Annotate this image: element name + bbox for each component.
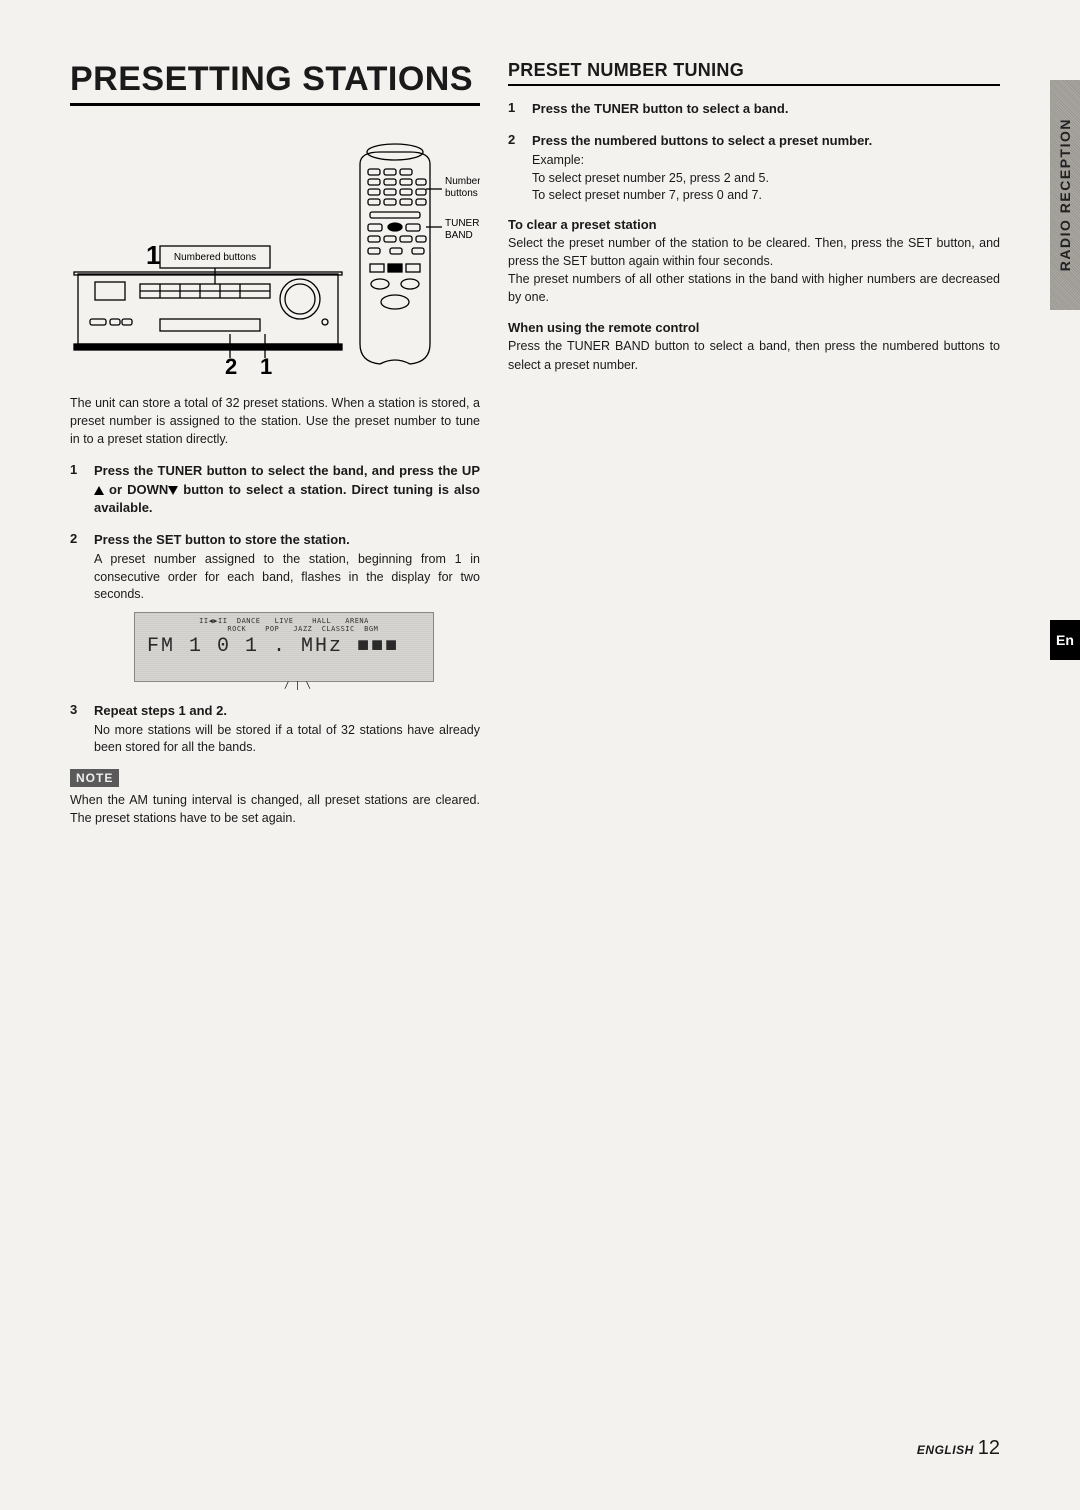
remote-heading: When using the remote control bbox=[508, 320, 1000, 335]
step-title: Press the numbered buttons to select a p… bbox=[532, 132, 1000, 150]
svg-text:buttons: buttons bbox=[445, 188, 478, 199]
step-desc: No more stations will be stored if a tot… bbox=[94, 722, 480, 757]
display-tick-marks: / | \ bbox=[284, 681, 311, 691]
step-title: Press the TUNER button to select the ban… bbox=[94, 462, 480, 517]
step-number: 2 bbox=[508, 132, 522, 205]
step-number: 2 bbox=[70, 531, 84, 690]
left-column: PRESETTING STATIONS bbox=[70, 60, 480, 827]
step-number: 3 bbox=[70, 702, 84, 757]
clear-heading: To clear a preset station bbox=[508, 217, 1000, 232]
svg-text:Numbered: Numbered bbox=[445, 176, 480, 187]
tuning-steps: 1 Press the TUNER button to select a ban… bbox=[508, 100, 1000, 205]
svg-text:1: 1 bbox=[260, 354, 272, 374]
right-column: PRESET NUMBER TUNING 1 Press the TUNER b… bbox=[508, 60, 1000, 827]
step-3: 3 Repeat steps 1 and 2. No more stations… bbox=[70, 702, 480, 757]
presetting-steps: 1 Press the TUNER button to select the b… bbox=[70, 462, 480, 756]
down-triangle-icon bbox=[168, 486, 178, 495]
svg-text:Numbered buttons: Numbered buttons bbox=[174, 252, 256, 263]
svg-text:TUNER: TUNER bbox=[445, 218, 479, 229]
clear-text: Select the preset number of the station … bbox=[508, 234, 1000, 307]
svg-text:1: 1 bbox=[146, 240, 160, 270]
footer-page-number: 12 bbox=[978, 1437, 1000, 1459]
step-title-pre: Press the TUNER button to select the ban… bbox=[94, 463, 480, 478]
section-title: PRESET NUMBER TUNING bbox=[508, 60, 1000, 86]
display-top-labels: II◀▶II DANCE LIVE HALL ARENA ROCK POP JA… bbox=[135, 617, 433, 633]
step-1: 1 Press the TUNER button to select the b… bbox=[70, 462, 480, 519]
up-triangle-icon bbox=[94, 486, 104, 495]
step-number: 1 bbox=[508, 100, 522, 120]
step-2: 2 Press the numbered buttons to select a… bbox=[508, 132, 1000, 205]
example-block: Example: To select preset number 25, pre… bbox=[532, 152, 1000, 205]
equipment-diagram: Numbered buttons 1 2 1 bbox=[70, 124, 480, 374]
intro-text: The unit can store a total of 32 preset … bbox=[70, 394, 480, 448]
step-desc: A preset number assigned to the station,… bbox=[94, 551, 480, 604]
lcd-display-illustration: II◀▶II DANCE LIVE HALL ARENA ROCK POP JA… bbox=[134, 612, 434, 682]
example-line: To select preset number 25, press 2 and … bbox=[532, 171, 769, 185]
note-badge: NOTE bbox=[70, 769, 119, 787]
step-number: 1 bbox=[70, 462, 84, 519]
step-title: Press the SET button to store the statio… bbox=[94, 531, 480, 549]
step-1: 1 Press the TUNER button to select a ban… bbox=[508, 100, 1000, 120]
step-title-mid: or DOWN bbox=[104, 482, 168, 497]
page-footer: ENGLISH 12 bbox=[917, 1437, 1000, 1460]
svg-text:2: 2 bbox=[225, 354, 237, 374]
step-2: 2 Press the SET button to store the stat… bbox=[70, 531, 480, 690]
remote-text: Press the TUNER BAND button to select a … bbox=[508, 337, 1000, 373]
note-block: NOTE When the AM tuning interval is chan… bbox=[70, 769, 480, 827]
footer-language: ENGLISH bbox=[917, 1443, 974, 1457]
example-label: Example: bbox=[532, 153, 584, 167]
example-line: To select preset number 7, press 0 and 7… bbox=[532, 188, 762, 202]
svg-text:BAND: BAND bbox=[445, 230, 473, 241]
page-content: PRESETTING STATIONS bbox=[0, 0, 1080, 867]
note-text: When the AM tuning interval is changed, … bbox=[70, 791, 480, 827]
display-main-readout: FM 1 0 1 . MHz ■■■ bbox=[147, 635, 399, 658]
step-title: Repeat steps 1 and 2. bbox=[94, 702, 480, 720]
page-title: PRESETTING STATIONS bbox=[70, 60, 480, 106]
step-title: Press the TUNER button to select a band. bbox=[532, 100, 1000, 118]
